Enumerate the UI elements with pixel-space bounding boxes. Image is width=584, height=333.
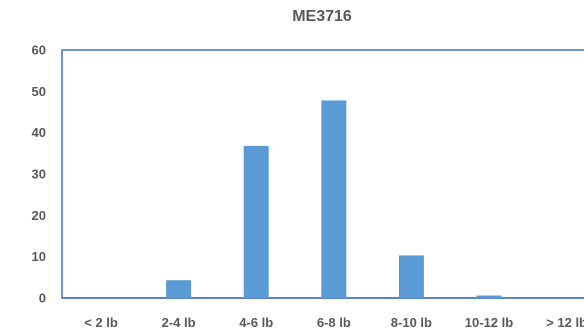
bar (476, 295, 502, 298)
y-tick-label: 10 (32, 249, 46, 264)
x-tick-label: 10-12 lb (465, 315, 513, 330)
bar (321, 100, 347, 298)
y-tick-label: 0 (39, 291, 46, 306)
x-tick-label: > 12 lb (546, 315, 584, 330)
x-tick-label: 8-10 lb (391, 315, 432, 330)
bar (166, 280, 192, 298)
x-tick-label: 2-4 lb (162, 315, 196, 330)
chart-title: ME3716 (292, 8, 352, 25)
y-axis: 0 10 20 30 40 50 60 (32, 43, 46, 306)
y-tick-label: 60 (32, 43, 46, 58)
x-tick-label: 6-8 lb (317, 315, 351, 330)
bar (398, 255, 424, 298)
x-tick-label: 4-6 lb (239, 315, 273, 330)
y-tick-label: 20 (32, 208, 46, 223)
x-axis: < 2 lb 2-4 lb 4-6 lb 6-8 lb 8-10 lb 10-12 lb >… (84, 315, 584, 330)
bar (243, 145, 269, 298)
bar-series (166, 100, 502, 298)
y-tick-label: 30 (32, 167, 46, 182)
y-tick-label: 50 (32, 84, 46, 99)
x-tick-label: < 2 lb (84, 315, 118, 330)
y-tick-label: 40 (32, 125, 46, 140)
